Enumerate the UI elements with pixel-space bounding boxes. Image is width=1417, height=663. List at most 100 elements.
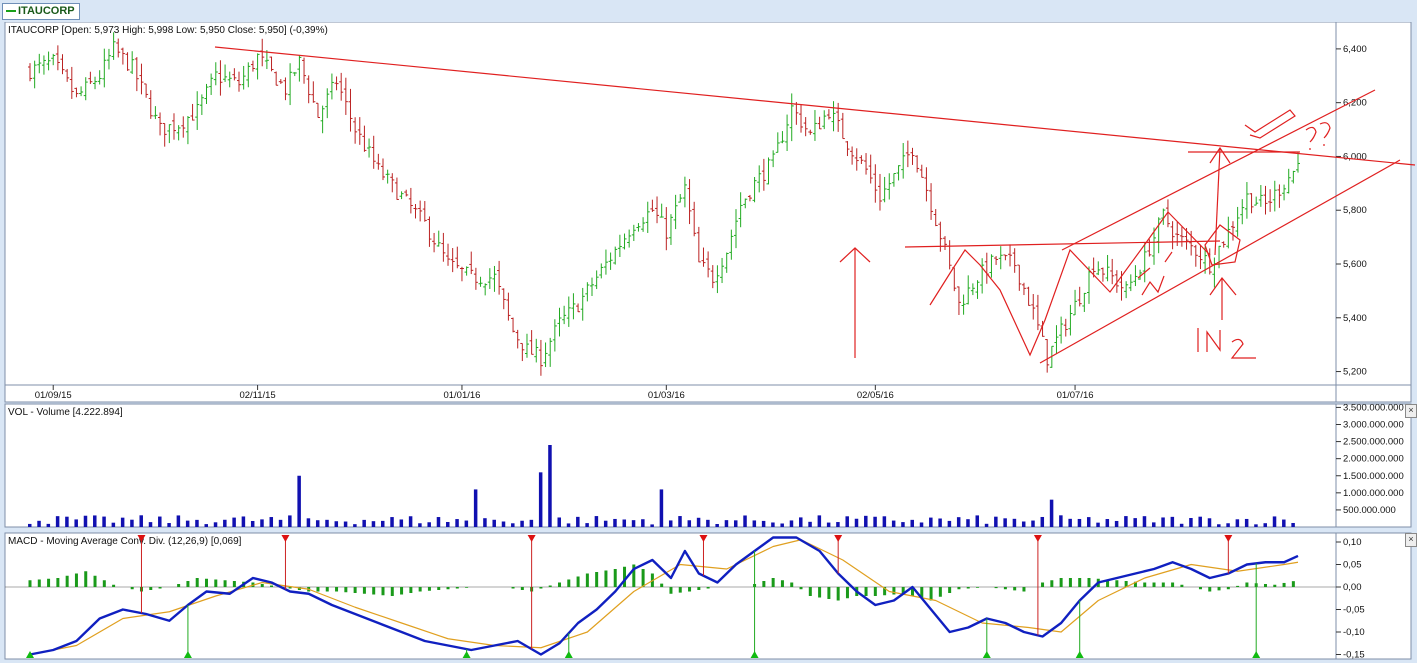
volume-bar <box>808 521 812 527</box>
histogram-bar <box>818 587 822 598</box>
volume-bar <box>473 489 478 527</box>
volume-bar <box>687 520 692 527</box>
histogram-bar <box>1152 582 1156 587</box>
volume-bar <box>501 521 506 527</box>
volume-bar <box>130 519 134 527</box>
check-annotation <box>1244 109 1296 139</box>
histogram-bar <box>56 578 60 587</box>
plot-area <box>4 532 1337 660</box>
volume-bar <box>538 472 543 527</box>
histogram-bar <box>455 587 459 589</box>
volume-bar <box>250 520 255 527</box>
y-tick-label: 5,200 <box>1343 367 1367 378</box>
histogram-bar <box>1291 581 1295 587</box>
volume-bar <box>1031 520 1035 527</box>
volume-bar <box>1059 515 1063 527</box>
volume-bar <box>176 515 181 527</box>
x-tick-label: 01/01/16 <box>443 390 480 401</box>
collapse-icon[interactable]: × <box>1405 404 1417 418</box>
volume-bar <box>836 522 840 527</box>
volume-bar <box>724 520 729 527</box>
histogram-bar <box>390 587 394 596</box>
trend-annotation <box>839 247 871 263</box>
volume-bar <box>380 520 385 527</box>
volume-bar <box>232 517 236 527</box>
histogram-bar <box>344 587 348 593</box>
histogram-bar <box>74 573 78 587</box>
volume-bar <box>520 520 524 527</box>
histogram-bar <box>353 587 357 593</box>
y-tick-label: 2.500.000.000 <box>1343 437 1404 448</box>
histogram-bar <box>780 580 784 587</box>
collapse-icon[interactable]: × <box>1405 533 1417 547</box>
volume-bar <box>46 523 51 527</box>
volume-bar <box>315 520 320 527</box>
buy-signal-arrow <box>183 651 192 658</box>
volume-bar <box>306 518 311 527</box>
volume-bar <box>371 521 376 527</box>
volume-bar <box>566 523 571 527</box>
volume-bar <box>622 519 627 527</box>
histogram-bar <box>335 587 339 592</box>
tab-itaucorp[interactable]: ITAUCORP <box>2 3 80 20</box>
sell-signal-arrow <box>527 535 536 542</box>
y-tick-label: -0,15 <box>1343 650 1365 661</box>
histogram-bar <box>511 587 515 589</box>
volume-bar <box>65 516 69 527</box>
y-tick-label: -0,10 <box>1343 627 1365 638</box>
volume-bar <box>1244 518 1249 527</box>
histogram-bar <box>771 578 775 587</box>
volume-bar <box>1217 524 1221 527</box>
volume-bar <box>148 522 153 527</box>
histogram-bar <box>1236 585 1240 587</box>
trend-annotation <box>904 240 1221 248</box>
histogram-bar <box>204 578 208 587</box>
y-tick-label: 5,800 <box>1343 205 1367 216</box>
histogram-bar <box>84 571 88 587</box>
histogram-bar <box>130 587 134 590</box>
series-line-icon <box>6 10 16 13</box>
chart-canvas[interactable]: 6,400 6,200 6,000 5,800 5,600 5,400 5,200 ITAUC… <box>0 22 1417 663</box>
buy-signal-arrow <box>564 651 573 658</box>
histogram-bar <box>214 579 218 587</box>
volume-bar <box>780 523 784 527</box>
y-axis-area <box>1335 403 1412 528</box>
volume-bar <box>297 475 301 527</box>
volume-bar <box>548 445 552 527</box>
volume-bar <box>195 519 199 527</box>
volume-bar <box>576 516 580 527</box>
histogram-bar <box>808 587 812 596</box>
panel-legend: MACD - Moving Average Conv. Div. (12,26,… <box>8 536 242 547</box>
volume-bar <box>464 520 469 527</box>
histogram-bar <box>93 575 97 587</box>
histogram-bar <box>548 585 552 587</box>
pentagon-annotation <box>1204 224 1241 266</box>
volume-bar <box>1124 516 1128 527</box>
volume-bar <box>659 489 664 527</box>
volume-bar <box>1235 519 1240 527</box>
volume-bar <box>743 515 747 527</box>
histogram-bar <box>660 583 664 587</box>
volume-bar <box>102 516 106 527</box>
histogram-bar <box>195 578 199 587</box>
y-tick-label: 0,05 <box>1343 560 1362 571</box>
histogram-bar <box>149 587 153 590</box>
volume-bar <box>845 516 849 527</box>
histogram-bar <box>427 587 431 591</box>
y-tick-label: 3.000.000.000 <box>1343 420 1404 431</box>
y-tick-label: 5,600 <box>1343 259 1367 270</box>
volume-bar <box>891 520 896 527</box>
plot-area <box>4 403 1337 528</box>
histogram-bar <box>1263 584 1267 587</box>
volume-bar <box>1003 518 1007 527</box>
histogram-bar <box>1050 580 1054 587</box>
volume-bar <box>288 515 292 527</box>
volume-bar <box>1198 516 1202 527</box>
trend-annotation <box>1214 147 1221 256</box>
volume-bar <box>158 516 162 527</box>
histogram-bar <box>102 580 106 587</box>
histogram-bar <box>409 587 413 593</box>
handwritten-mark <box>1137 251 1173 296</box>
histogram-bar <box>288 587 292 589</box>
histogram-bar <box>688 587 692 592</box>
